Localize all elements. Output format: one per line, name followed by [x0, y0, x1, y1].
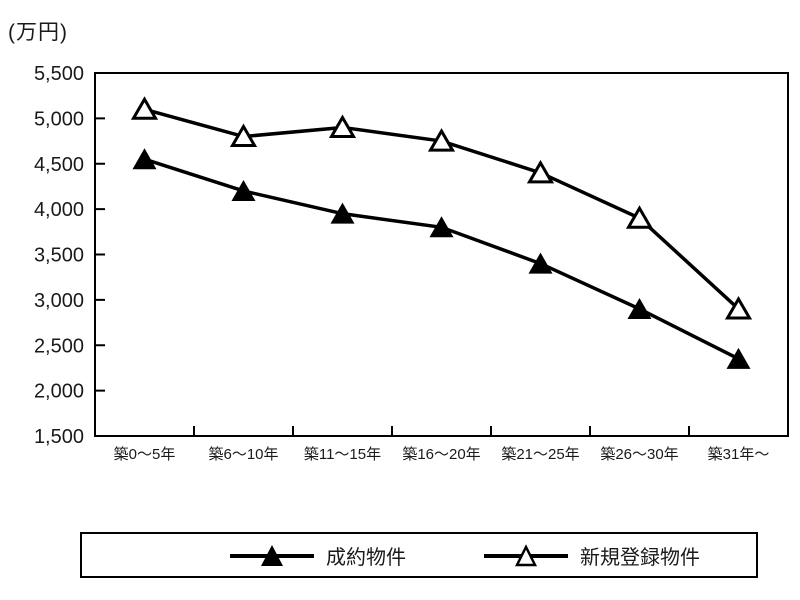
data-point-open-triangle — [328, 114, 357, 138]
data-point-filled-triangle — [132, 148, 157, 170]
y-axis-unit-label: (万円) — [8, 21, 68, 44]
data-point-filled-triangle — [231, 179, 256, 201]
y-axis-tick-label: 2,000 — [34, 381, 84, 403]
y-axis-tick-label: 2,500 — [34, 335, 84, 357]
y-axis-tick-label: 3,000 — [34, 290, 84, 312]
line-chart-canvas: 5,500 5,000 4,500 4,000 3,500 3,000 2,500 2,000… — [34, 63, 789, 463]
filled-triangle-legend-icon — [230, 545, 314, 566]
legend-item-contracted: 成約物件 — [228, 541, 406, 570]
y-axis-tick-label: 5,000 — [34, 108, 84, 130]
data-point-filled-triangle — [528, 252, 553, 274]
y-axis-tick-label: 4,000 — [34, 199, 84, 221]
x-axis-label: 築6〜10年 — [208, 445, 278, 463]
x-axis-label: 築16〜20年 — [402, 445, 480, 463]
legend-box: 成約物件 新規登録物件 — [80, 532, 758, 578]
plot-border — [94, 72, 789, 437]
series-line-0 — [143, 157, 740, 361]
data-point-open-triangle — [724, 295, 753, 320]
legend-label-contracted: 成約物件 — [326, 546, 406, 569]
data-point-filled-triangle — [330, 202, 355, 224]
x-axis-label: 築21〜25年 — [501, 445, 579, 463]
x-axis-label: 築31年〜 — [708, 445, 770, 463]
x-axis-label: 築26〜30年 — [600, 445, 678, 463]
y-axis-tick-label: 5,500 — [34, 63, 84, 85]
legend-item-new-listing: 新規登録物件 — [482, 541, 700, 570]
data-point-filled-triangle — [627, 297, 652, 319]
data-point-open-triangle — [625, 205, 654, 229]
y-axis-tick-label: 4,500 — [34, 154, 84, 176]
x-axis-label: 築0〜5年 — [114, 445, 176, 463]
data-point-open-triangle — [526, 159, 555, 184]
data-point-open-triangle — [427, 128, 456, 152]
data-point-filled-triangle — [726, 347, 751, 369]
data-point-filled-triangle — [429, 216, 454, 238]
data-point-open-triangle — [229, 123, 258, 148]
data-point-open-triangle — [130, 96, 159, 120]
x-axis-label: 築11〜15年 — [304, 445, 381, 463]
y-axis-tick-label: 1,500 — [34, 426, 84, 448]
open-triangle-legend-icon — [484, 544, 568, 567]
legend-label-new-listing: 新規登録物件 — [580, 546, 700, 569]
y-axis-tick-label: 3,500 — [34, 245, 84, 267]
